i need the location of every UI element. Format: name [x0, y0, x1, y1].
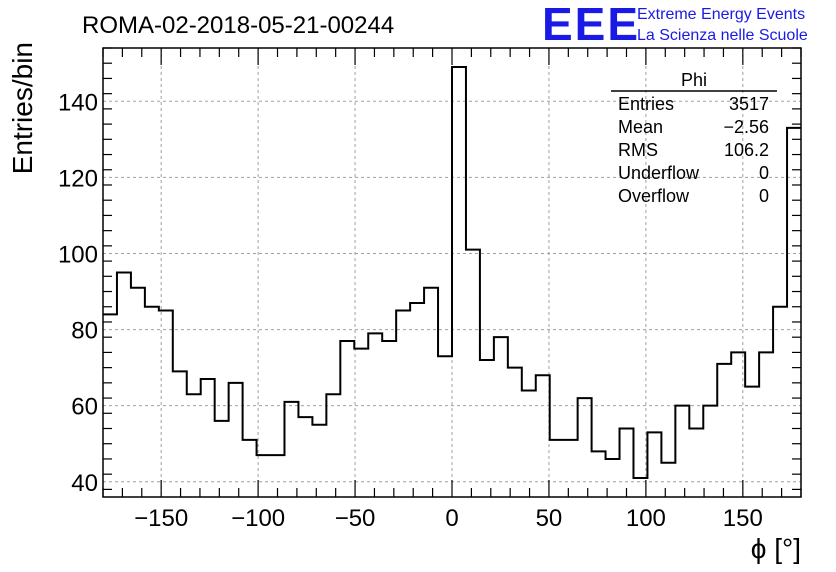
- x-tick-label-5: 100: [626, 505, 666, 532]
- histogram-bin-20: [382, 341, 396, 497]
- x-tick-label-2: −50: [335, 505, 376, 532]
- x-tick-labels: −150 −100 −50 0 50 100 150: [134, 505, 763, 532]
- histogram-bin-30: [522, 390, 536, 497]
- histogram-bin-7: [201, 379, 215, 497]
- histogram-bin-25: [452, 67, 466, 497]
- histogram-series: [103, 66, 801, 479]
- stats-box-title: Phi: [681, 70, 707, 90]
- stats-label-mean: Mean: [618, 117, 663, 137]
- eee-logo: EEE Extreme Energy Events La Scienza nel…: [542, 0, 808, 50]
- y-tick-label-0: 40: [71, 470, 98, 497]
- logo-line-1: Extreme Energy Events: [637, 6, 805, 23]
- histogram-bin-22: [410, 303, 424, 497]
- histogram-bin-42: [689, 429, 703, 497]
- histogram-bin-47: [759, 352, 773, 497]
- histogram-bin-15: [312, 425, 326, 497]
- x-axis-label: ϕ [°]: [751, 533, 801, 564]
- histogram-bin-40: [661, 463, 675, 497]
- x-tick-label-4: 50: [536, 505, 563, 532]
- stats-label-overflow: Overflow: [618, 186, 690, 206]
- histogram-bin-26: [466, 250, 480, 497]
- chart-title: ROMA-02-2018-05-21-00244: [82, 12, 394, 39]
- histogram-bin-46: [745, 387, 759, 497]
- histogram-bin-10: [243, 440, 257, 497]
- histogram-bin-35: [592, 451, 606, 497]
- y-axis-label: Entries/bin: [7, 42, 38, 174]
- histogram-bin-9: [229, 383, 243, 497]
- x-tick-label-1: −100: [231, 505, 285, 532]
- histogram-bin-29: [508, 368, 522, 497]
- y-tick-label-3: 100: [58, 241, 98, 268]
- x-tick-label-0: −150: [134, 505, 188, 532]
- x-tick-label-3: 0: [445, 505, 458, 532]
- histogram-bin-23: [424, 288, 438, 497]
- histogram-bin-28: [494, 337, 508, 497]
- histogram-bin-19: [368, 333, 382, 497]
- stats-value-mean: −2.56: [723, 117, 769, 137]
- stats-value-rms: 106.2: [724, 140, 769, 160]
- stats-value-underflow: 0: [759, 163, 769, 183]
- stats-value-entries: 3517: [729, 94, 769, 114]
- histogram-bin-18: [354, 349, 368, 497]
- histogram-bin-14: [298, 417, 312, 497]
- stats-value-overflow: 0: [759, 186, 769, 206]
- y-tick-label-5: 140: [58, 89, 98, 116]
- stats-box: Phi Entries 3517 Mean −2.56 RMS 106.2 Underflo…: [611, 70, 777, 206]
- histogram-bin-41: [675, 406, 689, 497]
- histogram-bin-32: [550, 440, 564, 497]
- histogram-bin-8: [215, 421, 229, 497]
- logo-mark: EEE: [542, 0, 640, 50]
- stats-label-underflow: Underflow: [618, 163, 700, 183]
- stats-label-rms: RMS: [618, 140, 658, 160]
- histogram-bin-24: [438, 356, 452, 497]
- histogram-bin-3: [145, 307, 159, 497]
- x-tick-label-6: 150: [723, 505, 763, 532]
- histogram-bin-49: [787, 128, 801, 497]
- histogram-bin-27: [480, 360, 494, 497]
- histogram-bin-31: [536, 375, 550, 497]
- histogram-bin-13: [284, 402, 298, 497]
- stats-rows: Entries 3517 Mean −2.56 RMS 106.2 Underflow 0 Ov…: [618, 94, 769, 206]
- histogram-bin-48: [773, 307, 787, 497]
- axis-ticks: [102, 47, 802, 497]
- histogram-bin-21: [396, 311, 410, 497]
- histogram-bin-2: [131, 288, 145, 497]
- logo-line-2: La Scienza nelle Scuole: [637, 27, 808, 44]
- stats-label-entries: Entries: [618, 94, 674, 114]
- histogram-bin-5: [173, 371, 187, 497]
- y-tick-labels: 40 60 80 100 120 140: [58, 89, 98, 497]
- y-tick-label-4: 120: [58, 165, 98, 192]
- histogram-bin-44: [717, 364, 731, 497]
- y-tick-label-2: 80: [71, 318, 98, 345]
- histogram-bin-37: [620, 429, 634, 497]
- histogram-bin-33: [564, 440, 578, 497]
- histogram-bin-17: [340, 341, 354, 497]
- histogram-bin-39: [647, 432, 661, 497]
- y-tick-label-1: 60: [71, 394, 98, 421]
- histogram-bin-43: [703, 406, 717, 497]
- histogram-bin-1: [117, 273, 131, 498]
